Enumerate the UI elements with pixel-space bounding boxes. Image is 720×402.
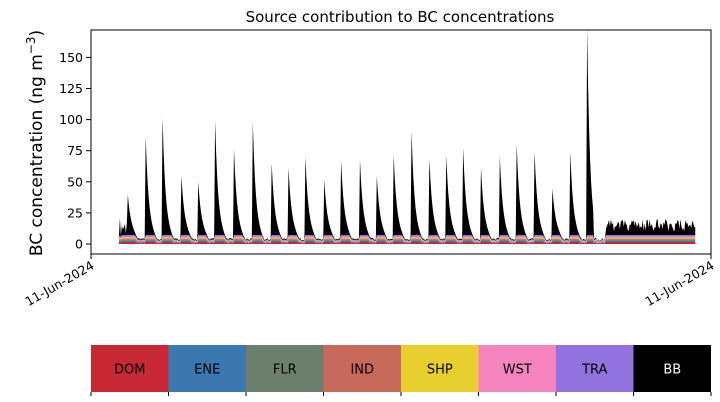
- y-tick-label: 25: [67, 205, 83, 220]
- legend-colorbar: DOM ENE FLR IND SHP WST TRA BB: [90, 345, 712, 396]
- legend-swatch-wst: [478, 345, 556, 392]
- y-tick-label: 100: [59, 112, 83, 127]
- chart-title: Source contribution to BC concentrations: [246, 8, 555, 26]
- legend-swatch-tra: [556, 345, 634, 392]
- series-area-flr: [118, 239, 696, 244]
- series-area-tra: [118, 234, 696, 243]
- legend-swatch-shp: [401, 345, 479, 392]
- series-area-ene: [118, 240, 696, 244]
- x-tick-label: 11-Jun-2024: [22, 258, 96, 309]
- legend-swatch-flr: [246, 345, 324, 392]
- series-area-bb: [118, 27, 696, 242]
- series-area-wst: [118, 236, 696, 243]
- legend-label-tra: TRA: [581, 363, 607, 378]
- legend-label-wst: WST: [503, 363, 532, 378]
- legend-swatch-dom: [91, 345, 169, 392]
- series-area-ind: [118, 238, 696, 244]
- legend-swatch-ene: [168, 345, 246, 392]
- y-tick-label: 75: [67, 143, 83, 158]
- y-axis-label-close: ): [27, 30, 47, 37]
- legend-label-shp: SHP: [427, 363, 453, 378]
- y-tick-label: 150: [59, 50, 83, 65]
- y-tick-label: 50: [67, 174, 83, 189]
- y-axis-label-superscript: −3: [24, 36, 38, 54]
- legend-label-bb: BB: [663, 363, 681, 378]
- y-axis-label: BC concentration (ng m−3): [24, 30, 47, 256]
- y-axis: 0 25 50 75 100 125 150: [59, 50, 91, 252]
- x-tick-label: 11-Jun-2024: [642, 258, 716, 309]
- y-tick-label: 125: [59, 81, 83, 96]
- x-axis: 11-Jun-2024 11-Jun-2024: [22, 254, 717, 309]
- plot-area: [118, 27, 696, 245]
- y-tick-label: 0: [75, 237, 83, 252]
- legend-label-flr: FLR: [273, 363, 297, 378]
- series-area-dom: [118, 242, 696, 245]
- legend-label-ind: IND: [350, 363, 374, 378]
- legend-swatch-ind: [323, 345, 401, 392]
- legend-label-dom: DOM: [114, 363, 145, 378]
- legend-label-ene: ENE: [194, 363, 220, 378]
- series-area-shp: [118, 237, 696, 243]
- legend-swatch-bb: [633, 345, 711, 392]
- plot-frame: [90, 29, 712, 255]
- y-axis-label-main: BC concentration (ng m: [27, 54, 47, 256]
